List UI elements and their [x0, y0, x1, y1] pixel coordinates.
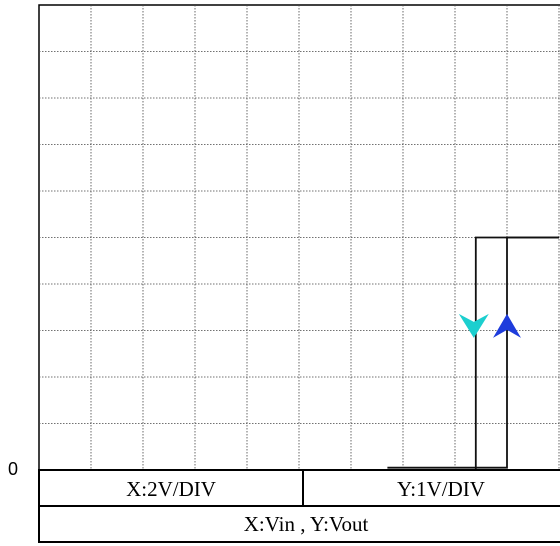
direction-arrows [458, 313, 521, 338]
grid [39, 5, 560, 470]
axes-row [38, 505, 560, 543]
y-scale-label: Y:1V/DIV [397, 477, 485, 501]
x-scale-label: X:2V/DIV [126, 477, 216, 501]
arrow-increasing-input [493, 313, 521, 338]
y-zero-label: 0 [8, 459, 18, 479]
axes-label: X:Vin , Y:Vout [244, 512, 369, 536]
scale-row [38, 469, 560, 507]
scale-table: X:2V/DIV Y:1V/DIV X:Vin , Y:Vout [38, 469, 560, 543]
arrow-decreasing-input [458, 313, 489, 338]
trace-increasing-input [387, 236, 559, 469]
